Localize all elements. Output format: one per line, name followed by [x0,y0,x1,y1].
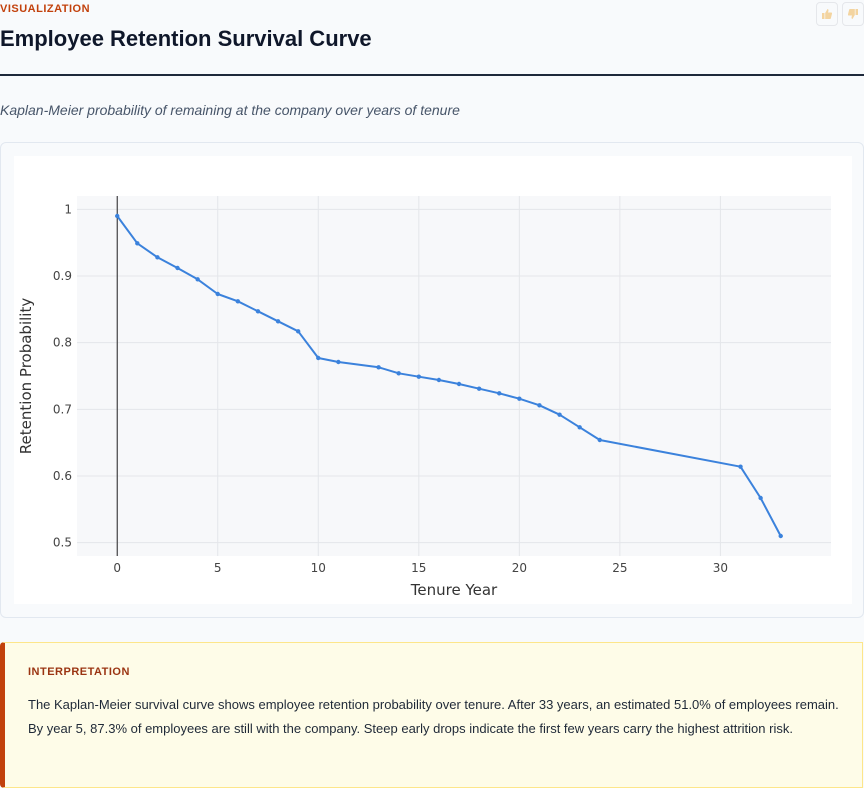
data-point [577,425,582,430]
interpretation-text: The Kaplan-Meier survival curve shows em… [28,697,839,736]
feedback-buttons [816,2,864,26]
data-point [517,396,522,401]
data-point [557,412,562,417]
thumbs-down-button[interactable] [842,2,864,26]
y-axis-title: Retention Probability [17,298,35,455]
data-point [235,299,241,304]
plot-area [77,196,831,556]
y-tick-label: 0.6 [53,469,72,483]
x-axis-title: Tenure Year [410,581,498,599]
data-point [295,329,301,334]
chart-subtitle: Kaplan-Meier probability of remaining at… [0,102,460,118]
x-tick-label: 25 [612,561,627,575]
interpretation-label: INTERPRETATION [28,666,130,678]
y-tick-label: 0.9 [53,269,72,283]
interpretation-panel: INTERPRETATION The Kaplan-Meier survival… [0,642,863,788]
data-point [155,255,160,260]
x-tick-label: 10 [311,561,326,575]
data-point [396,371,401,376]
data-point [597,437,602,443]
thumbs-up-icon [822,9,833,19]
x-tick-label: 20 [512,561,527,575]
chart-container: 0 5 10 15 20 25 30 0.5 0.6 0.7 0.8 0.9 1 Tenure Year R… [14,156,852,604]
data-point [758,495,763,501]
data-point [497,391,502,396]
page-title: Employee Retention Survival Curve [0,26,372,51]
thumbs-up-button[interactable] [816,2,838,26]
data-point [476,386,482,391]
data-point [778,533,783,539]
data-point [195,277,200,282]
y-tick-label: 0.5 [53,536,72,550]
data-point [115,213,120,219]
y-tick-label: 0.7 [53,402,72,416]
data-point [255,309,261,314]
data-point [316,355,321,361]
chart-card: 0 5 10 15 20 25 30 0.5 0.6 0.7 0.8 0.9 1 Tenure Year R… [0,142,864,618]
y-tick-label: 0.8 [53,336,72,350]
x-tick-label: 15 [411,561,426,575]
x-tick-label: 30 [713,561,728,575]
survival-chart[interactable]: 0 5 10 15 20 25 30 0.5 0.6 0.7 0.8 0.9 1 Tenure Year R… [14,156,852,604]
x-tick-label: 0 [113,561,121,575]
thumbs-down-icon [847,9,858,19]
data-point [738,464,743,469]
data-point [135,241,140,246]
data-point [215,291,220,297]
x-tick-label: 5 [214,561,222,575]
data-point [456,381,462,387]
data-point [175,265,180,271]
data-point [275,319,281,324]
section-kicker: VISUALIZATION [0,3,91,15]
data-point [436,377,442,383]
data-point [376,365,381,370]
data-point [416,374,422,379]
data-point [537,403,542,408]
data-point [336,359,341,365]
title-divider [0,74,864,76]
y-tick-label: 1 [64,202,72,216]
